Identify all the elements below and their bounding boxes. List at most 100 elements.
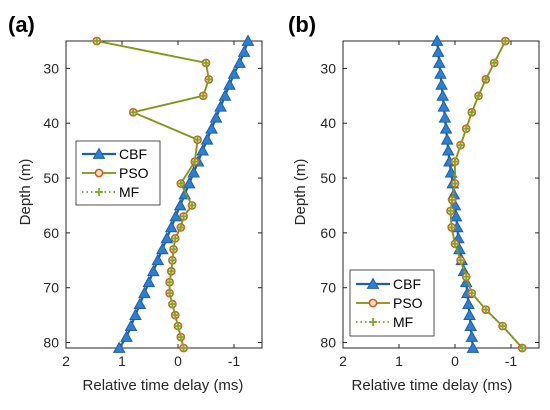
panel-a-mf-point <box>168 300 177 309</box>
panel-a-cbf-point <box>124 319 138 331</box>
panel-a-cbf-point <box>160 231 174 244</box>
panel-b-legend-entry-pso: PSO <box>356 295 423 311</box>
panel-a-label: (a) <box>8 12 35 37</box>
panel-a-y-tick-label: 80 <box>43 335 59 351</box>
panel-b-legend-entry-cbf: CBF <box>356 276 421 292</box>
panel-a-legend-entry-cbf: CBF <box>82 146 147 162</box>
panel-a-cbf-point <box>187 166 201 178</box>
panel-b-cbf-point <box>462 297 475 310</box>
panel-b-mf-point <box>456 256 465 265</box>
panel-a-legend-sample-cbf <box>82 147 116 159</box>
panel-b-y-tick-label: 40 <box>320 115 336 131</box>
panel-a-legend-marker-mf <box>95 188 103 196</box>
panel-a-legend-entry-pso: PSO <box>82 165 149 181</box>
panel-b-legend-marker-mf <box>369 318 377 326</box>
panel-a-legend-sample-pso <box>82 168 116 178</box>
panel-a-mf-point <box>176 333 185 342</box>
panel-b-cbf-point <box>438 111 452 123</box>
panel-a-mf-point <box>202 58 210 67</box>
panel-a-cbf-point <box>241 34 255 46</box>
panel-a-mf-point <box>190 157 199 166</box>
panel-a-mf-point <box>199 91 208 100</box>
panel-b-legend-marker-pso <box>368 298 378 308</box>
panel-b-mf-point <box>448 195 457 204</box>
panel-b-mf-point <box>462 272 471 281</box>
panel-b-legend: CBF PSO MF <box>349 269 435 337</box>
panel-a-y-tick-label: 30 <box>43 60 59 76</box>
panel-b-mf-point <box>498 322 507 331</box>
panel-a-xlabel: Relative time delay (ms) <box>83 377 244 394</box>
panel-a-x-tick-label: -1 <box>228 353 241 369</box>
panel-b-y-tick-label: 60 <box>320 225 336 241</box>
panel-a-mf-point <box>176 223 185 232</box>
panel-b-x-tick-label: 2 <box>339 353 347 369</box>
panel-a-y-tick-label: 50 <box>43 170 59 186</box>
panel-a-legend-marker-cbf <box>92 147 106 159</box>
panel-a-cbf-point <box>173 198 187 211</box>
panel-a-mf-point <box>168 256 177 265</box>
panel-b-mf-point <box>518 344 527 352</box>
panel-a-cbf-point <box>209 111 223 123</box>
panel-b-x-tick-label: 1 <box>395 353 403 369</box>
panel-a-y-tick-label: 70 <box>43 280 59 296</box>
panel-b-legend-sample-mf <box>356 318 390 326</box>
panel-a-cbf-point <box>112 341 126 353</box>
panel-b-cbf-point <box>465 330 479 342</box>
panel-a: (a) 2 1 0 -1 30 40 50 60 70 80 Relative time dela… <box>8 12 263 394</box>
panel-a-cbf-point <box>205 122 218 134</box>
panel-a-legend-marker-pso <box>94 168 104 178</box>
panel-b-cbf-point <box>441 144 455 156</box>
panel-a-legend-entry-mf: MF <box>82 184 139 200</box>
panel-b-legend-entry-mf: MF <box>356 314 413 330</box>
panel-a-plot-area: 2 1 0 -1 30 40 50 60 70 80 <box>43 34 263 369</box>
panel-b-legend-marker-cbf <box>366 277 380 289</box>
panel-a-x-tick-label: 1 <box>118 353 126 369</box>
panel-a-y-tick-label: 40 <box>43 115 59 131</box>
panel-b-mf-point <box>462 124 471 133</box>
panel-b-mf-point <box>481 305 490 314</box>
panel-b-mf-point <box>474 91 483 100</box>
panel-b: (b) 2 1 0 -1 30 40 50 60 70 80 Relative time dela… <box>288 12 540 394</box>
panel-a-mf-line <box>96 40 210 349</box>
panel-b-y-tick-label: 80 <box>320 335 336 351</box>
panel-a-legend-label-cbf: CBF <box>119 146 147 162</box>
panel-a-cbf-point <box>214 100 227 112</box>
panel-b-cbf-point <box>432 56 446 68</box>
panel-a-cbf-point <box>155 242 169 255</box>
panel-b-cbf-point <box>431 45 445 57</box>
panel-b-cbf-point <box>436 89 450 101</box>
panel-a-cbf-point <box>169 209 183 222</box>
panel-a-cbf-point <box>223 78 236 90</box>
panel-b-x-tick-label: 0 <box>451 353 459 369</box>
panel-b-cbf-point <box>464 319 478 331</box>
panel-b-cbf-point <box>463 308 476 321</box>
panel-a-x-tick-label: 2 <box>62 353 70 369</box>
panel-b-mf-point <box>451 179 459 188</box>
panel-a-legend-label-mf: MF <box>119 184 139 200</box>
panel-b-cbf-point <box>430 34 444 46</box>
panel-a-mf-point <box>204 75 213 84</box>
panel-b-y-tick-label: 30 <box>320 60 336 76</box>
panel-a-x-tick-label: 0 <box>174 353 182 369</box>
panel-b-cbf-point <box>440 133 454 145</box>
panel-a-cbf-point <box>138 286 151 299</box>
panel-a-mf-point <box>169 245 178 254</box>
panel-a-mf-point <box>165 278 174 287</box>
panel-a-mf-point <box>174 322 182 331</box>
panel-b-cbf-point <box>449 209 463 222</box>
panel-b-legend-label-mf: MF <box>393 314 413 330</box>
panel-b-legend-label-pso: PSO <box>393 295 423 311</box>
panel-b-mf-point <box>490 58 499 67</box>
panel-a-ylabel: Depth (m) <box>17 159 34 226</box>
panel-a-cbf-point <box>196 144 209 156</box>
panel-a-cbf-point <box>227 67 241 79</box>
panel-a-mf-point <box>129 108 138 117</box>
panel-a-cbf-point <box>120 330 133 342</box>
panel-a-cbf-point <box>218 89 232 101</box>
panel-b-cbf-point <box>466 341 480 353</box>
panel-a-mf-point <box>167 267 176 276</box>
panel-b-legend-sample-cbf <box>356 277 390 289</box>
panel-b-x-tick-label: -1 <box>505 353 518 369</box>
panel-b-mf-point <box>451 157 459 166</box>
panel-b-ylabel: Depth (m) <box>292 159 309 226</box>
